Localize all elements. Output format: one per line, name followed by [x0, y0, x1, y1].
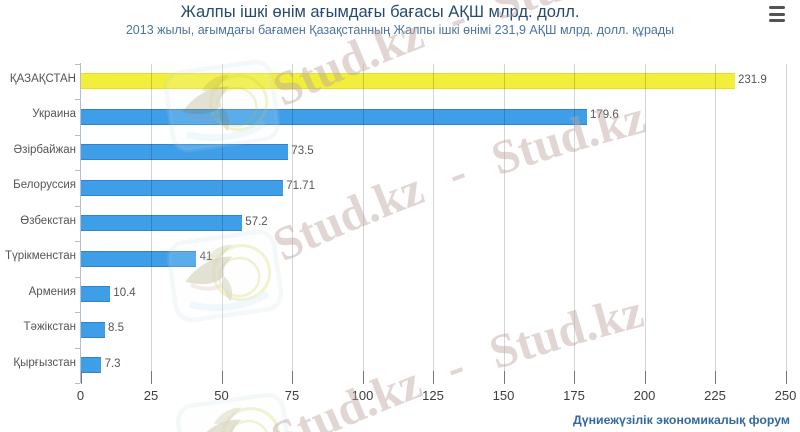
svg-text:Stud.kz - Stud.kz: Stud.kz - Stud.kz	[263, 285, 648, 432]
svg-text:Stud.kz - Stud.kz: Stud.kz - Stud.kz	[265, 91, 650, 272]
svg-text:Stud.kz - Stud.kz: Stud.kz - Stud.kz	[265, 0, 650, 117]
